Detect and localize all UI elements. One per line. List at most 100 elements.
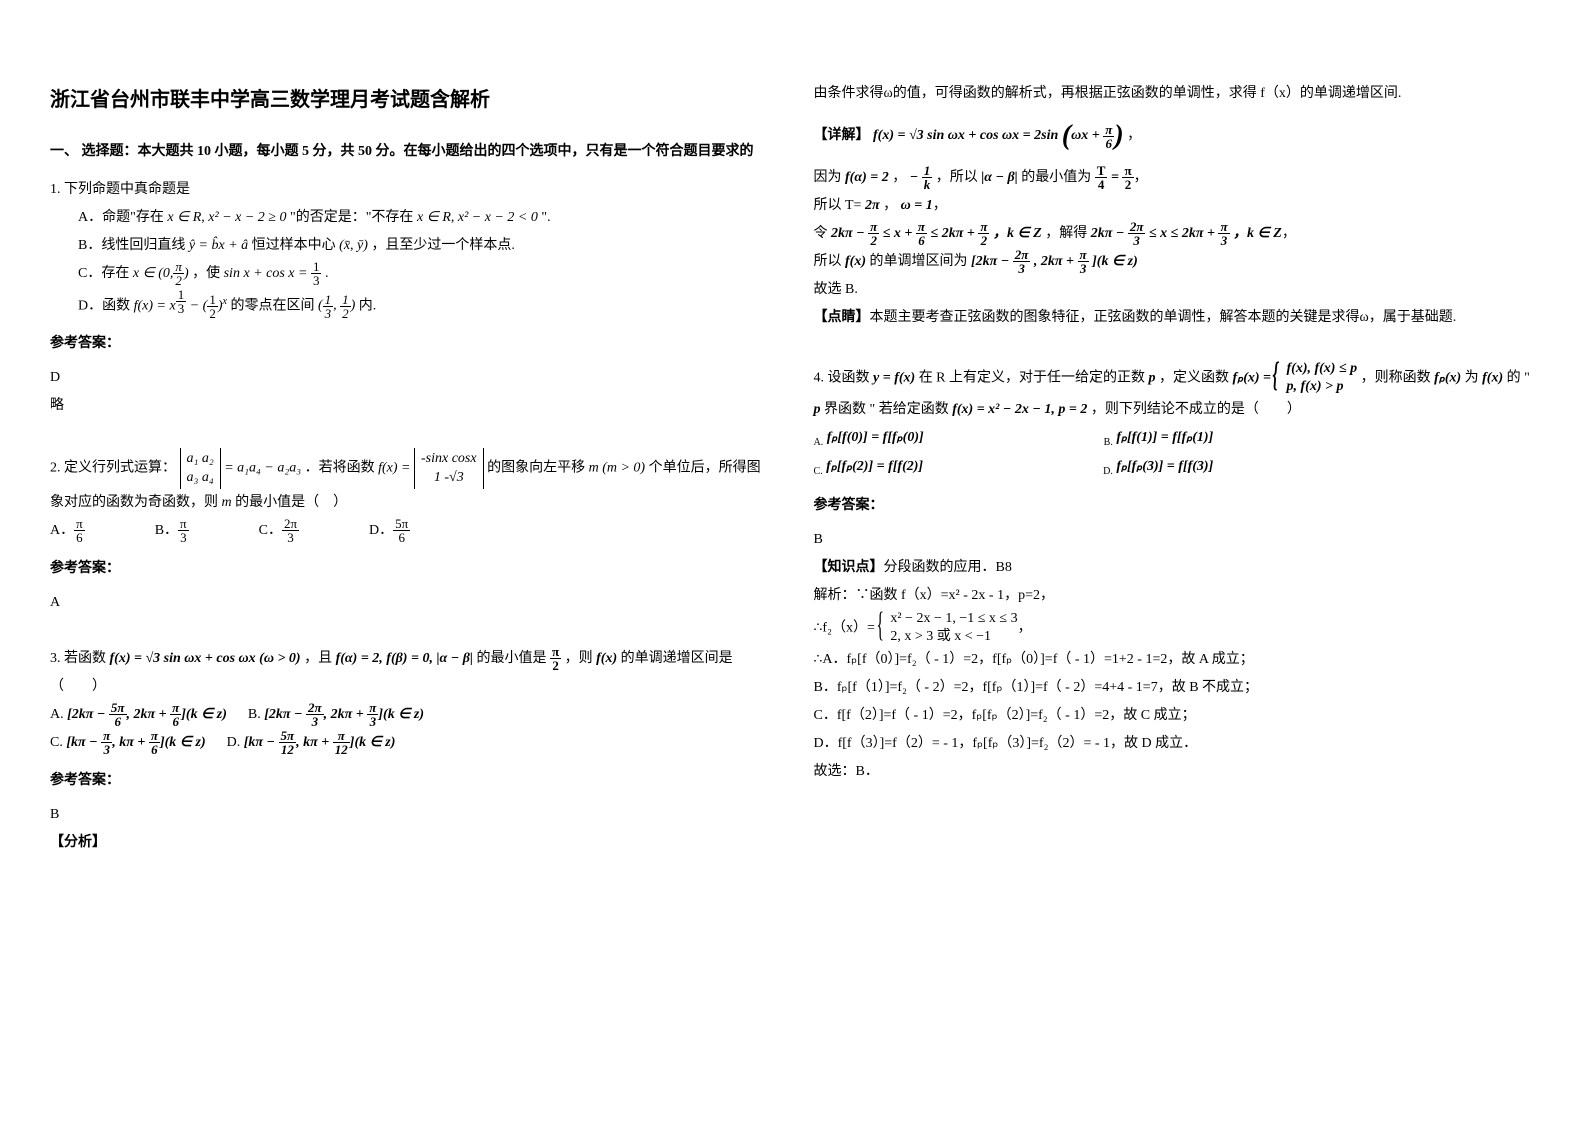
r-intro: 由条件求得ω的值，可得函数的解析式，再根据正弦函数的单调性，求得 f（x）的单调… [814, 80, 1538, 108]
text: 分段函数的应用．B8 [884, 560, 1012, 575]
q3-stem: 3. 若函数 f(x) = √3 sin ωx + cos ωx (ω > 0)… [50, 645, 774, 701]
row: a₃ a₄ [187, 469, 214, 487]
detail-line1: 【详解】 f(x) = √3 sin ωx + cos ωx = 2sin (ω… [814, 108, 1538, 164]
math: f(x) = √3 sin ωx + cos ωx (ω > 0) [110, 651, 301, 666]
detail-line4: 令 2kπ − π2 ≤ x + π6 ≤ 2kπ + π2 ，k ∈ Z ，解… [814, 220, 1538, 248]
math: ω = 1 [901, 198, 933, 213]
detail-line5: 所以 f(x) 的单调增区间为 [2kπ − 2π3 , 2kπ + π3 ](… [814, 248, 1538, 276]
text: 的单调增区间为 [870, 254, 972, 269]
row: -sinx cosx [421, 450, 477, 468]
math: |α − β| [981, 170, 1018, 185]
text: 本题主要考查正弦函数的图象特征，正弦函数的单调性，解答本题的关键是求得ω，属于基… [870, 310, 1457, 325]
answer-label: 参考答案： [50, 330, 774, 358]
t: , 2kπ + [1034, 254, 1078, 269]
row: x² − 2x − 1, −1 ≤ x ≤ 3 [890, 610, 1017, 628]
opt-c: C. [kπ − π3, kπ + π6](k ∈ z) [50, 735, 206, 750]
q1-stem: 1. 下列命题中真命题是 [50, 176, 774, 204]
t: , 2kπ + [324, 707, 368, 722]
l: C. [50, 735, 66, 750]
l: C． [259, 523, 282, 538]
math: [2kπ − 2π3 , 2kπ + π3 ](k ∈ z) [971, 254, 1138, 269]
comment-label: 【点睛】 [814, 310, 870, 325]
text: ，解得 [1045, 226, 1091, 241]
q4-kp: 【知识点】分段函数的应用．B8 [814, 554, 1538, 582]
analysis-label: 【分析】 [50, 829, 774, 857]
t: ](k ∈ z) [181, 707, 227, 722]
math: f(x) [596, 651, 617, 666]
text: B．线性回归直线 [78, 238, 189, 253]
t: , 2kπ + [127, 707, 171, 722]
text: 2. 定义行列式运算： [50, 461, 176, 476]
math: m [222, 495, 232, 510]
text: "的否定是："不存在 [290, 210, 417, 225]
l: D. [1103, 466, 1113, 477]
text: 4. 设函数 [814, 370, 874, 385]
t: 2kπ − [831, 226, 868, 241]
q4-sol-pre: 解析：∵函数 f（x）=x² - 2x - 1，p=2， [814, 582, 1538, 610]
text: ∴f₂（x）= [814, 620, 879, 635]
q2-options: A．π6 B．π3 C．2π3 D．5π6 [50, 517, 774, 545]
row: f(x), f(x) ≤ p [1287, 360, 1358, 378]
math: ，k ∈ Z [993, 226, 1042, 241]
text: D．函数 [78, 298, 134, 313]
t: , kπ + [112, 735, 149, 750]
q2-answer: A [50, 589, 774, 617]
math: f(x) = x² − 2x − 1, p = 2 [952, 402, 1087, 417]
math: f(x) [845, 254, 866, 269]
text: 的最小值为 [1021, 170, 1095, 185]
t: , kπ + [296, 735, 333, 750]
math: fₚ[fₚ(2)] = f[f(2)] [826, 459, 923, 474]
opt-b: B．π3 [155, 517, 189, 545]
math: fₚ(x) = [1233, 370, 1275, 385]
q4-sol-b: B．fₚ[f（1）]=f₂（ - 2）=2，f[fₚ（1）]=f（ - 2）=4… [814, 674, 1538, 702]
right-column: 由条件求得ω的值，可得函数的解析式，再根据正弦函数的单调性，求得 f（x）的单调… [814, 80, 1538, 857]
math: f(x) = [378, 461, 414, 476]
t: [2kπ − [971, 254, 1013, 269]
detail-label: 【详解】 [814, 128, 870, 143]
math: f(x) = x [134, 298, 176, 313]
q4-sol-fp: ∴f₂（x）= x² − 2x − 1, −1 ≤ x ≤ 3 2, x > 3… [814, 610, 1538, 646]
text: 在 R 上有定义，对于任一给定的正数 [919, 370, 1149, 385]
l: A. [814, 437, 824, 448]
math: 2kπ − 2π3 ≤ x ≤ 2kπ + π3 [1091, 226, 1233, 241]
l: B. [248, 707, 264, 722]
row: p, f(x) > p [1287, 378, 1358, 396]
math: ，k ∈ Z [1233, 226, 1282, 241]
t: ) [184, 266, 189, 281]
math: = 2sin (ωx + π6) [1023, 128, 1127, 143]
text: 的最小值是 [477, 651, 551, 666]
math: x ∈ R, x² − x − 2 < 0 [417, 210, 538, 225]
opt-d: D. [kπ − 5π12, kπ + π12](k ∈ z) [227, 735, 396, 750]
text: 界函数 " 若给定函数 [824, 402, 952, 417]
text: ，则 [565, 651, 597, 666]
opt-c: C．2π3 [259, 517, 299, 545]
math: ŷ = b̂x + â [189, 238, 248, 253]
q1-opt-b: B．线性回归直线 ŷ = b̂x + â 恒过样本中心 (x̄, ȳ) ，且至少… [78, 232, 774, 260]
t: [2kπ − [264, 707, 306, 722]
t: [2kπ − [67, 707, 109, 722]
t: 2kπ − [1091, 226, 1128, 241]
q1-opt-c: C．存在 x ∈ (0,π2) ，使 sin x + cos x = 13 . [78, 260, 774, 288]
q1-opt-a: A．命题"存在 x ∈ R, x² − x − 2 ≥ 0 "的否定是："不存在… [78, 204, 774, 232]
text: ，且至少过一个样本点. [371, 238, 515, 253]
text: 为 [1465, 370, 1483, 385]
text: ". [541, 210, 550, 225]
text: 的图象向左平移 [487, 461, 589, 476]
math: fₚ[f(1)] = f[fₚ(1)] [1116, 430, 1213, 445]
row: 2, x > 3 或 x < −1 [890, 628, 1017, 646]
left-column: 浙江省台州市联丰中学高三数学理月考试题含解析 一、 选择题：本大题共 10 小题… [50, 80, 774, 857]
q4-options-row2: C. fₚ[fₚ(2)] = f[f(2)] D. fₚ[fₚ(3)] = f[… [814, 453, 1538, 482]
opt-c: C. fₚ[fₚ(2)] = f[f(2)] [814, 453, 924, 482]
l: D. [227, 735, 244, 750]
q1-options: A．命题"存在 x ∈ R, x² − x − 2 ≥ 0 "的否定是："不存在… [50, 204, 774, 320]
opt-d: D．5π6 [369, 517, 410, 545]
detail-line2: 因为 f(α) = 2 ， − 1k ，所以 |α − β| 的最小值为 T4 … [814, 164, 1538, 192]
math: m (m > 0) [589, 461, 646, 476]
t: [kπ − [244, 735, 279, 750]
l: B． [155, 523, 178, 538]
text: 的最小值是（ ） [235, 495, 347, 510]
text: ，且 [304, 651, 336, 666]
math: f(α) = 2 [845, 170, 889, 185]
q1-note: 略 [50, 392, 774, 420]
t: ) [351, 298, 356, 313]
